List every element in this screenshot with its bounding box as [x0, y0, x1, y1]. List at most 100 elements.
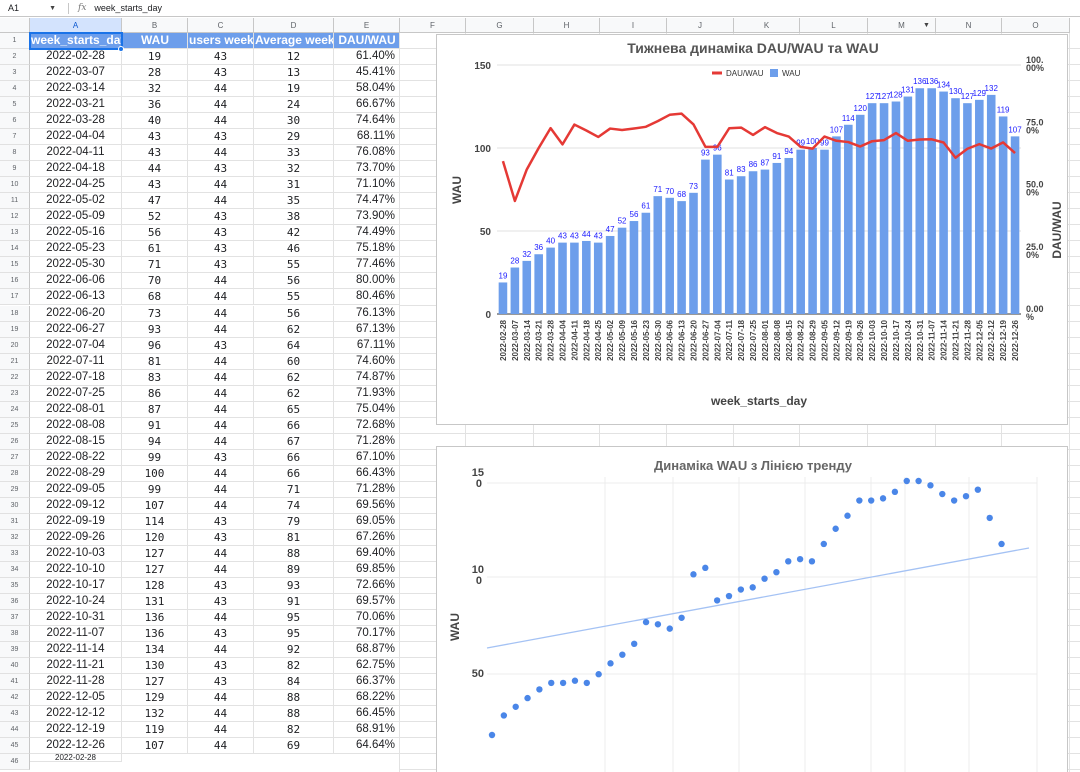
table-cell[interactable]: 2022-11-14 [30, 642, 122, 659]
table-cell[interactable]: 56 [122, 225, 188, 242]
table-cell[interactable]: 32 [254, 161, 334, 178]
table-cell[interactable]: 12 [254, 49, 334, 66]
table-cell[interactable]: 2022-07-11 [30, 353, 122, 370]
table-cell[interactable]: 69.05% [334, 513, 400, 530]
table-cell[interactable]: 91 [254, 594, 334, 611]
table-cell[interactable]: 2022-10-03 [30, 545, 122, 562]
table-cell[interactable]: 2022-12-12 [30, 706, 122, 723]
table-cell[interactable]: 44 [188, 145, 254, 162]
table-cell[interactable]: 42 [254, 225, 334, 242]
table-cell[interactable]: 44 [188, 561, 254, 578]
table-cell[interactable]: 43 [188, 49, 254, 66]
table-cell[interactable]: 55 [254, 289, 334, 306]
table-cell[interactable]: 86 [122, 385, 188, 402]
row-header[interactable]: 19 [0, 321, 30, 338]
column-title[interactable]: DAU/WAU [334, 33, 400, 50]
table-cell[interactable]: 74.60% [334, 353, 400, 370]
table-cell[interactable]: 2022-12-05 [30, 690, 122, 707]
table-cell[interactable]: 61.40% [334, 49, 400, 66]
table-cell[interactable]: 2022-11-28 [30, 674, 122, 691]
table-cell[interactable]: 130 [122, 658, 188, 675]
table-cell[interactable]: 44 [188, 465, 254, 482]
table-cell[interactable]: 76.13% [334, 305, 400, 322]
table-cell[interactable]: 74.49% [334, 225, 400, 242]
table-cell[interactable]: 80.46% [334, 289, 400, 306]
table-cell[interactable]: 69.40% [334, 545, 400, 562]
table-cell[interactable]: 2022-08-15 [30, 433, 122, 450]
table-cell[interactable]: 44 [122, 161, 188, 178]
table-cell[interactable]: 71.28% [334, 433, 400, 450]
row-header[interactable]: 18 [0, 305, 30, 322]
table-cell[interactable]: 69.85% [334, 561, 400, 578]
table-cell[interactable]: 79 [254, 513, 334, 530]
table-cell[interactable]: 71.93% [334, 385, 400, 402]
table-cell[interactable]: 82 [254, 722, 334, 739]
table-cell[interactable]: 128 [122, 578, 188, 595]
row-header[interactable]: 17 [0, 289, 30, 306]
column-menu-icon[interactable]: ▼ [923, 22, 930, 29]
table-cell[interactable]: 94 [122, 433, 188, 450]
table-cell[interactable]: 73 [122, 305, 188, 322]
table-cell[interactable]: 82 [254, 658, 334, 675]
table-cell[interactable]: 2022-10-10 [30, 561, 122, 578]
column-title[interactable]: users week [188, 33, 254, 50]
table-cell[interactable]: 2022-09-05 [30, 481, 122, 498]
row-header[interactable]: 11 [0, 193, 30, 210]
table-cell[interactable]: 24 [254, 97, 334, 114]
table-cell[interactable]: 2022-09-26 [30, 529, 122, 546]
column-header-o[interactable]: O [1002, 18, 1070, 33]
table-cell[interactable]: 2022-07-04 [30, 337, 122, 354]
table-cell[interactable]: 44 [188, 401, 254, 418]
table-cell[interactable]: 56 [254, 305, 334, 322]
row-header[interactable]: 42 [0, 690, 30, 707]
row-header[interactable]: 28 [0, 465, 30, 482]
row-header[interactable]: 6 [0, 113, 30, 130]
table-cell[interactable]: 2022-10-17 [30, 578, 122, 595]
table-cell[interactable]: 71 [254, 481, 334, 498]
row-header[interactable]: 9 [0, 161, 30, 178]
table-cell[interactable]: 66.37% [334, 674, 400, 691]
table-cell[interactable]: 67.13% [334, 321, 400, 338]
table-cell[interactable]: 2022-03-21 [30, 97, 122, 114]
table-cell[interactable]: 127 [122, 674, 188, 691]
combo-chart[interactable]: Тижнева динаміка DAU/WAU та WAU 0 50 100 150… [436, 34, 1068, 425]
table-cell[interactable]: 96 [122, 337, 188, 354]
row-header[interactable]: 7 [0, 129, 30, 146]
table-cell[interactable]: 44 [188, 81, 254, 98]
table-cell[interactable]: 2022-02-28 [30, 754, 122, 763]
row-header[interactable]: 41 [0, 674, 30, 691]
table-cell[interactable]: 81 [122, 353, 188, 370]
table-cell[interactable]: 45.41% [334, 65, 400, 82]
table-cell[interactable]: 43 [188, 257, 254, 274]
table-cell[interactable]: 120 [122, 529, 188, 546]
column-title[interactable]: WAU [122, 33, 188, 50]
row-header[interactable]: 10 [0, 177, 30, 194]
table-cell[interactable]: 2022-08-01 [30, 401, 122, 418]
table-cell[interactable]: 66 [254, 449, 334, 466]
column-header-e[interactable]: E [334, 18, 400, 33]
table-cell[interactable]: 84 [254, 674, 334, 691]
table-cell[interactable]: 44 [188, 193, 254, 210]
table-cell[interactable]: 2022-05-23 [30, 241, 122, 258]
table-cell[interactable]: 2022-09-19 [30, 513, 122, 530]
table-cell[interactable]: 33 [254, 145, 334, 162]
column-header-g[interactable]: G [466, 18, 534, 33]
table-cell[interactable]: 43 [188, 225, 254, 242]
table-cell[interactable]: 2022-03-28 [30, 113, 122, 130]
table-cell[interactable]: 64 [254, 337, 334, 354]
table-cell[interactable]: 69.57% [334, 594, 400, 611]
table-cell[interactable]: 88 [254, 545, 334, 562]
table-cell[interactable]: 80.00% [334, 273, 400, 290]
table-cell[interactable]: 88 [254, 706, 334, 723]
row-header[interactable]: 26 [0, 433, 30, 450]
row-header[interactable]: 5 [0, 97, 30, 114]
table-cell[interactable]: 2022-08-22 [30, 449, 122, 466]
table-cell[interactable]: 74.64% [334, 113, 400, 130]
row-header[interactable]: 15 [0, 257, 30, 274]
row-header[interactable]: 30 [0, 497, 30, 514]
table-cell[interactable]: 43 [188, 65, 254, 82]
row-header[interactable]: 36 [0, 594, 30, 611]
table-cell[interactable]: 43 [188, 241, 254, 258]
table-cell[interactable]: 62 [254, 385, 334, 402]
row-header[interactable]: 8 [0, 145, 30, 162]
